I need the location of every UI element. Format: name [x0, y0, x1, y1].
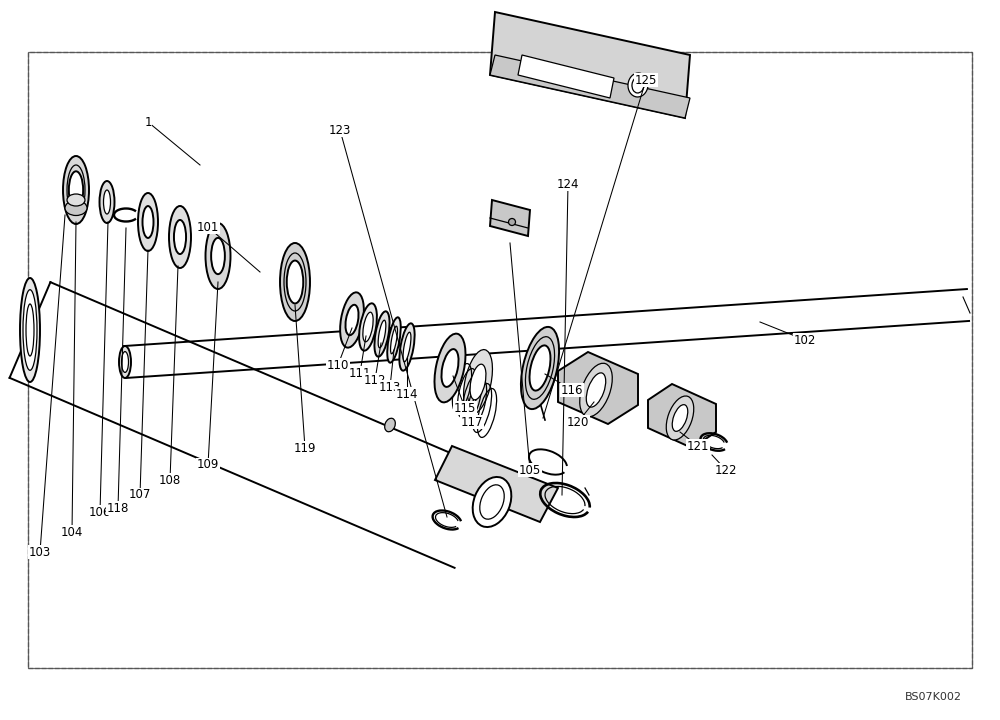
Ellipse shape [399, 323, 415, 371]
Ellipse shape [532, 388, 542, 396]
Ellipse shape [20, 278, 40, 382]
Ellipse shape [586, 373, 606, 407]
Ellipse shape [345, 305, 359, 336]
Text: 116: 116 [561, 384, 583, 397]
Ellipse shape [509, 218, 516, 225]
Polygon shape [518, 55, 614, 98]
Ellipse shape [67, 194, 85, 206]
Ellipse shape [143, 206, 154, 238]
Text: 125: 125 [635, 73, 657, 86]
Text: 119: 119 [294, 441, 316, 454]
Text: 102: 102 [794, 333, 816, 346]
Ellipse shape [473, 477, 511, 527]
Ellipse shape [521, 327, 559, 409]
Ellipse shape [530, 346, 550, 391]
Text: 123: 123 [329, 124, 351, 137]
Polygon shape [435, 446, 558, 522]
Text: 118: 118 [107, 502, 129, 515]
Ellipse shape [122, 351, 129, 372]
Ellipse shape [391, 326, 397, 354]
Ellipse shape [69, 171, 83, 209]
Text: 111: 111 [349, 366, 371, 379]
Ellipse shape [174, 220, 186, 254]
Ellipse shape [340, 292, 364, 348]
Ellipse shape [211, 238, 225, 274]
Text: 101: 101 [197, 220, 219, 233]
Ellipse shape [359, 303, 377, 351]
Text: BS07K002: BS07K002 [905, 692, 962, 702]
Ellipse shape [530, 375, 536, 381]
Ellipse shape [672, 405, 688, 431]
Text: 113: 113 [379, 380, 401, 394]
Ellipse shape [169, 206, 191, 268]
Ellipse shape [63, 156, 89, 224]
Text: 104: 104 [61, 526, 83, 539]
Ellipse shape [104, 190, 111, 214]
Ellipse shape [374, 311, 390, 356]
Text: 107: 107 [129, 488, 151, 502]
Text: 1: 1 [144, 115, 152, 128]
Ellipse shape [363, 312, 373, 342]
Ellipse shape [280, 243, 310, 321]
Text: 121: 121 [687, 439, 709, 452]
Polygon shape [648, 384, 716, 448]
Text: 103: 103 [29, 546, 51, 559]
Text: 124: 124 [557, 178, 579, 191]
Ellipse shape [470, 364, 486, 400]
Polygon shape [558, 352, 638, 424]
Ellipse shape [119, 346, 131, 378]
Ellipse shape [287, 261, 303, 303]
Text: 108: 108 [159, 474, 181, 487]
Polygon shape [490, 12, 690, 118]
Text: 117: 117 [461, 415, 483, 428]
Text: 105: 105 [519, 464, 541, 477]
Ellipse shape [580, 364, 612, 417]
Polygon shape [490, 200, 530, 236]
Ellipse shape [387, 318, 401, 363]
Ellipse shape [23, 289, 37, 370]
Ellipse shape [403, 332, 411, 361]
Ellipse shape [378, 320, 386, 348]
Polygon shape [490, 55, 690, 118]
Text: 110: 110 [327, 359, 349, 372]
Ellipse shape [65, 200, 87, 215]
Text: 115: 115 [454, 402, 476, 415]
Ellipse shape [138, 193, 158, 251]
Text: 120: 120 [567, 415, 589, 428]
Ellipse shape [666, 396, 694, 440]
Ellipse shape [434, 333, 466, 402]
Text: 106: 106 [89, 505, 111, 518]
Ellipse shape [100, 181, 115, 223]
Ellipse shape [441, 349, 459, 387]
Ellipse shape [206, 223, 231, 289]
Text: 112: 112 [364, 374, 386, 387]
Ellipse shape [628, 73, 648, 97]
Text: 122: 122 [715, 464, 737, 477]
Text: 109: 109 [197, 459, 219, 472]
Text: 114: 114 [396, 387, 418, 400]
Ellipse shape [464, 350, 492, 415]
Ellipse shape [385, 418, 395, 432]
